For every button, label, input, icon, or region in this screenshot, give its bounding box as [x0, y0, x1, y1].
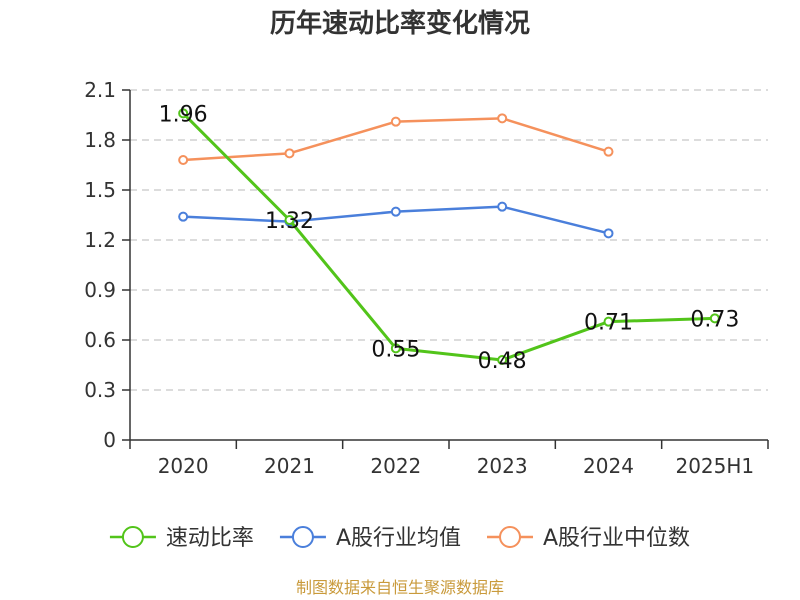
data-label: 0.71 — [584, 311, 633, 336]
legend-marker — [291, 526, 314, 548]
legend-marker — [499, 526, 522, 548]
legend[interactable]: 速动比率 A股行业均值 A股行业中位数 — [109, 526, 690, 551]
data-point-1[interactable] — [497, 201, 508, 212]
data-point-0[interactable] — [709, 313, 720, 324]
legend-label: A股行业均值 — [336, 526, 461, 551]
data-label: 0.55 — [371, 337, 420, 362]
legend-item-2[interactable]: A股行业中位数 — [487, 526, 690, 551]
data-point-0[interactable] — [284, 215, 295, 225]
data-point-0[interactable] — [390, 343, 401, 354]
y-tick-label: 1.5 — [84, 178, 116, 202]
source-note: 制图数据来自恒生聚源数据库 — [296, 578, 504, 597]
data-point-1[interactable] — [390, 206, 401, 217]
x-tick-label: 2022 — [370, 454, 421, 478]
y-tick-label: 0.3 — [84, 378, 116, 402]
data-point-0[interactable] — [497, 355, 508, 365]
data-point-1[interactable] — [603, 228, 614, 239]
y-tick-label: 1.8 — [84, 128, 116, 152]
series-lines — [178, 108, 720, 365]
legend-label: 速动比率 — [166, 526, 254, 551]
axes: 0 0.3 0.6 0.9 1.2 1.5 1.8 2.1 2020 2021 2022 2023 20… — [84, 78, 769, 478]
x-tick-label: 2025H1 — [675, 454, 754, 478]
y-tick-label: 0.9 — [84, 278, 116, 302]
grid-lines — [130, 89, 768, 391]
data-point-1[interactable] — [178, 211, 189, 222]
y-tick-label: 2.1 — [84, 78, 116, 102]
legend-item-0[interactable]: 速动比率 — [109, 526, 254, 551]
legend-marker — [121, 526, 144, 548]
series-line-0 — [182, 112, 715, 362]
data-point-2[interactable] — [178, 155, 189, 165]
data-point-2[interactable] — [603, 146, 614, 157]
data-label: 1.32 — [265, 209, 314, 234]
data-point-2[interactable] — [284, 148, 295, 159]
x-tick-label: 2020 — [158, 454, 209, 478]
data-label: 0.48 — [478, 349, 527, 374]
data-label: 0.73 — [690, 307, 739, 332]
data-labels: 1.96 1.32 0.55 0.48 0.71 0.73 — [159, 102, 740, 374]
data-label: 1.96 — [159, 102, 208, 127]
data-point-2[interactable] — [497, 113, 508, 124]
y-tick-label: 0.6 — [84, 328, 116, 352]
y-tick-label: 0 — [103, 428, 116, 452]
data-point-0[interactable] — [603, 316, 614, 327]
data-point-0[interactable] — [178, 108, 189, 119]
chart-title: 历年速动比率变化情况 — [270, 8, 530, 39]
data-point-2[interactable] — [390, 116, 401, 127]
x-tick-label: 2021 — [264, 454, 315, 478]
legend-item-1[interactable]: A股行业均值 — [279, 526, 461, 551]
x-tick-label: 2023 — [477, 454, 528, 478]
x-tick-label: 2024 — [583, 454, 634, 478]
y-tick-label: 1.2 — [84, 228, 116, 252]
legend-label: A股行业中位数 — [543, 526, 690, 551]
